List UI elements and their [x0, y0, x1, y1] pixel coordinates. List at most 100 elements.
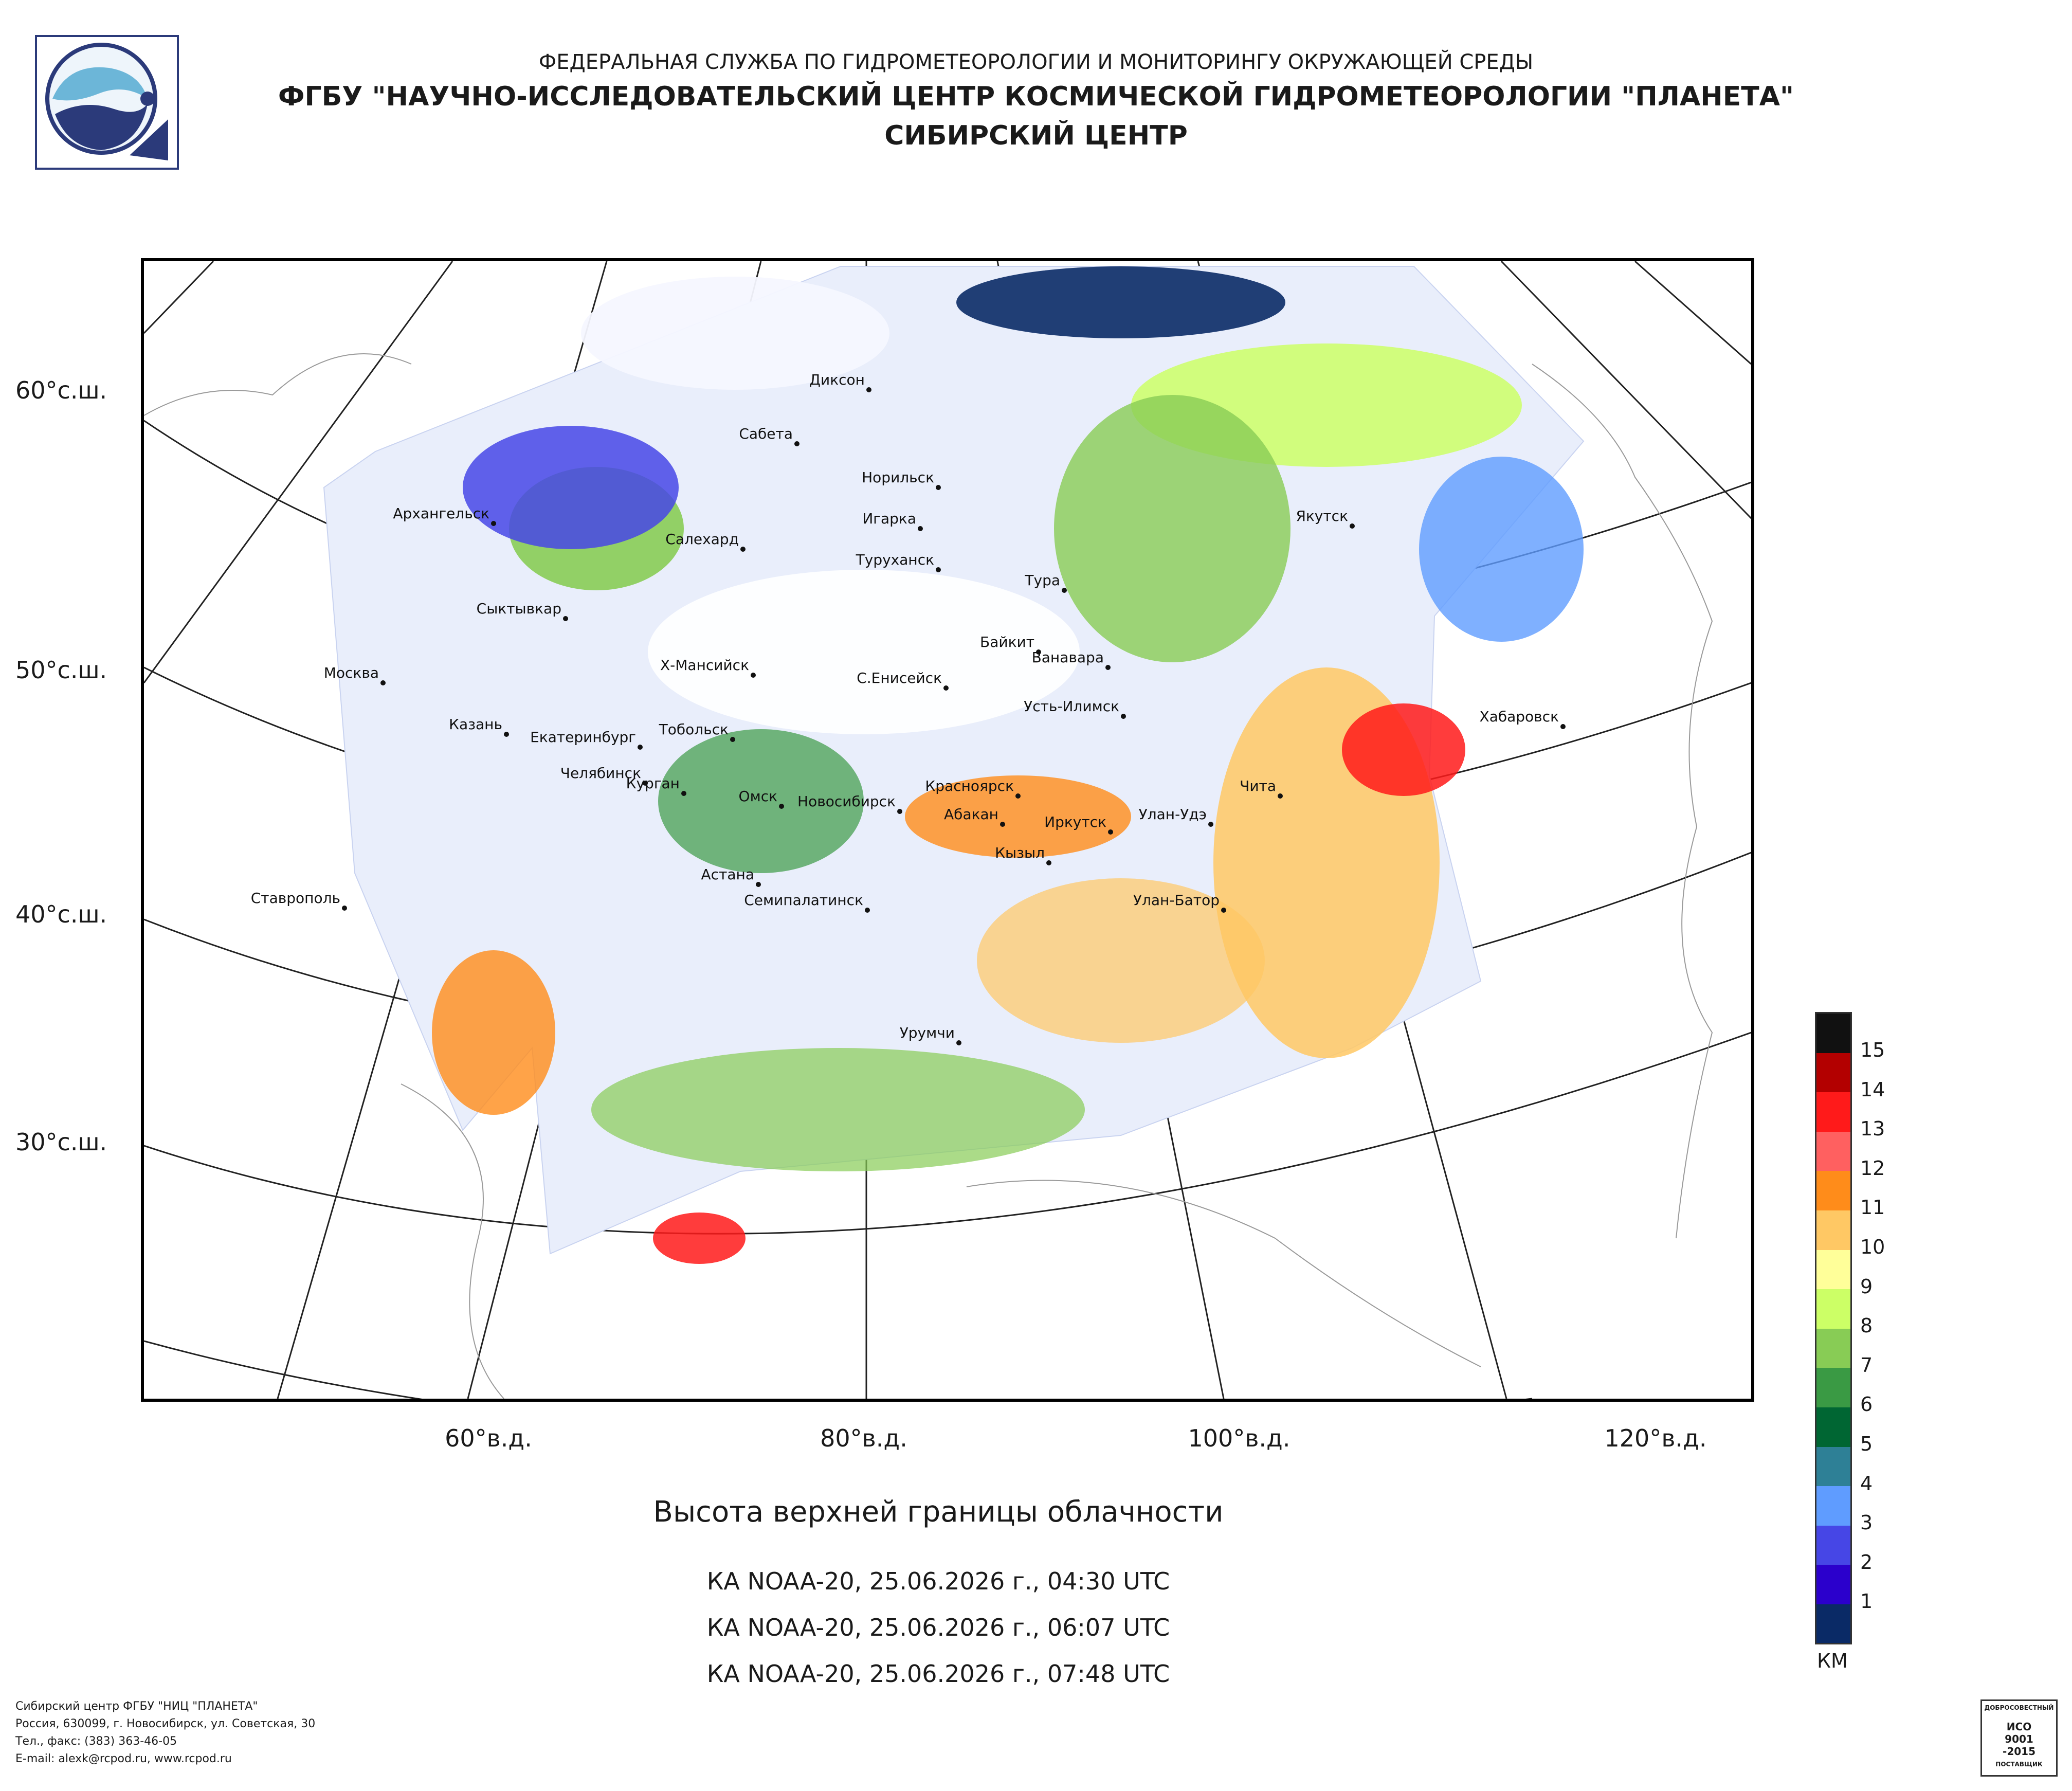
product-title: Высота верхней границы облачности [653, 1495, 1224, 1529]
lat-label-30: 30°с.ш. [15, 1128, 107, 1156]
city-label: Улан-Удэ [1139, 806, 1207, 823]
legend-swatch [1816, 1210, 1850, 1250]
pass-info: КА NOAA-20, 25.06.2026 г., 07:48 UTC [706, 1660, 1170, 1688]
legend-swatch [1816, 1446, 1850, 1487]
legend-swatch [1816, 1014, 1850, 1053]
city-marker [751, 673, 756, 678]
city-label: Иркутск [1044, 813, 1106, 830]
legend-swatch [1816, 1171, 1850, 1210]
city-marker [563, 616, 568, 621]
city-marker [918, 526, 923, 531]
legend-level-label: 3 [1860, 1511, 1873, 1534]
cloud-region [432, 950, 555, 1115]
city-marker [865, 908, 870, 913]
city-marker [1278, 793, 1283, 799]
cloud-region [581, 277, 889, 390]
footer-line: E-mail: alexk@rcpod.ru, www.rcpod.ru [15, 1752, 232, 1765]
footer-line: Сибирский центр ФГБУ "НИЦ "ПЛАНЕТА" [15, 1700, 258, 1713]
city-label: Красноярск [925, 777, 1014, 794]
city-label: Салехард [665, 531, 739, 548]
city-marker [1000, 822, 1005, 827]
lon-label-120: 120°в.д. [1604, 1424, 1707, 1452]
legend-unit: КМ [1817, 1650, 1848, 1672]
border-line [966, 1180, 1481, 1367]
cloud-region [1342, 703, 1465, 796]
city-marker [1046, 860, 1051, 865]
cloud-region [956, 266, 1285, 338]
city-marker [380, 680, 386, 685]
cloud-region [1054, 395, 1291, 662]
lon-label-100: 100°в.д. [1188, 1424, 1291, 1452]
legend-swatch [1816, 1486, 1850, 1526]
legend-level-label: 4 [1860, 1472, 1873, 1495]
city-label: Кызыл [995, 844, 1045, 861]
city-label: Урумчи [900, 1024, 955, 1041]
header-center: СИБИРСКИЙ ЦЕНТР [884, 120, 1188, 151]
city-label: Байкит [980, 634, 1034, 650]
city-label: Астана [701, 866, 754, 883]
legend-swatch [1816, 1250, 1850, 1290]
city-label: Сыктывкар [477, 600, 561, 617]
cloud-region [648, 570, 1080, 734]
city-label: Норильск [862, 469, 934, 486]
lon-label-80: 80°в.д. [820, 1424, 907, 1452]
city-label: Туруханск [856, 551, 934, 568]
coastline [144, 353, 412, 416]
pass-info: КА NOAA-20, 25.06.2026 г., 06:07 UTC [706, 1614, 1170, 1641]
lat-label-40: 40°с.ш. [15, 900, 107, 928]
legend-swatch [1816, 1053, 1850, 1093]
legend-level-label: 6 [1860, 1393, 1873, 1416]
city-label: Игарка [862, 510, 916, 527]
city-marker [936, 485, 941, 490]
footer-line: Тел., факс: (383) 363-46-05 [15, 1735, 177, 1748]
legend-swatch [1816, 1092, 1850, 1132]
cloud-region [653, 1213, 746, 1264]
city-marker [956, 1040, 961, 1045]
city-marker [1208, 822, 1213, 827]
city-label: Усть-Илимск [1024, 698, 1119, 715]
city-marker [1036, 649, 1041, 655]
legend-swatch [1816, 1368, 1850, 1407]
legend-swatch [1816, 1407, 1850, 1447]
footer-line: Россия, 630099, г. Новосибирск, ул. Сове… [15, 1717, 316, 1730]
city-marker [756, 882, 761, 887]
legend-swatch [1816, 1525, 1850, 1565]
legend-swatch [1816, 1604, 1850, 1643]
legend-level-label: 11 [1860, 1196, 1885, 1219]
city-marker [779, 804, 784, 809]
city-label: Архангельск [393, 505, 489, 522]
city-label: Ставрополь [251, 890, 340, 907]
city-marker [730, 737, 735, 742]
city-label: Чита [1240, 777, 1276, 794]
legend-swatch [1816, 1289, 1850, 1329]
city-label: С.Енисейск [857, 670, 942, 686]
pass-info: КА NOAA-20, 25.06.2026 г., 04:30 UTC [706, 1567, 1170, 1595]
city-marker [1062, 588, 1067, 593]
legend-level-label: 10 [1860, 1236, 1885, 1258]
legend-level-label: 2 [1860, 1550, 1873, 1573]
lon-label-60: 60°в.д. [445, 1424, 532, 1452]
city-marker [681, 791, 686, 796]
city-label: Ванавара [1032, 649, 1104, 666]
city-marker [866, 387, 871, 392]
legend-swatch [1816, 1131, 1850, 1171]
city-marker [504, 732, 509, 737]
meridian-line [144, 261, 214, 334]
meridian-line [1634, 261, 1751, 365]
city-marker [943, 685, 949, 691]
city-label: Сабета [739, 425, 793, 442]
legend-level-label: 12 [1860, 1156, 1885, 1180]
city-label: Тобольск [659, 721, 729, 738]
legend-swatch [1816, 1565, 1850, 1604]
cloud-top-height-map: Диксон Сабета Норильск Игарка Архангельск Сал… [141, 258, 1754, 1402]
city-label: Челябинск [560, 765, 641, 782]
meridian-line [1500, 261, 1751, 519]
city-label: Диксон [809, 371, 865, 388]
parallel-line [144, 1340, 1532, 1399]
iso-arc-bottom: ПОСТАВЩИК [1995, 1761, 2043, 1768]
city-label: Якутск [1296, 508, 1348, 524]
city-marker [1108, 829, 1113, 835]
border-line [401, 1083, 504, 1399]
city-marker [643, 781, 648, 786]
iso-year: -2015 [2003, 1745, 2035, 1758]
